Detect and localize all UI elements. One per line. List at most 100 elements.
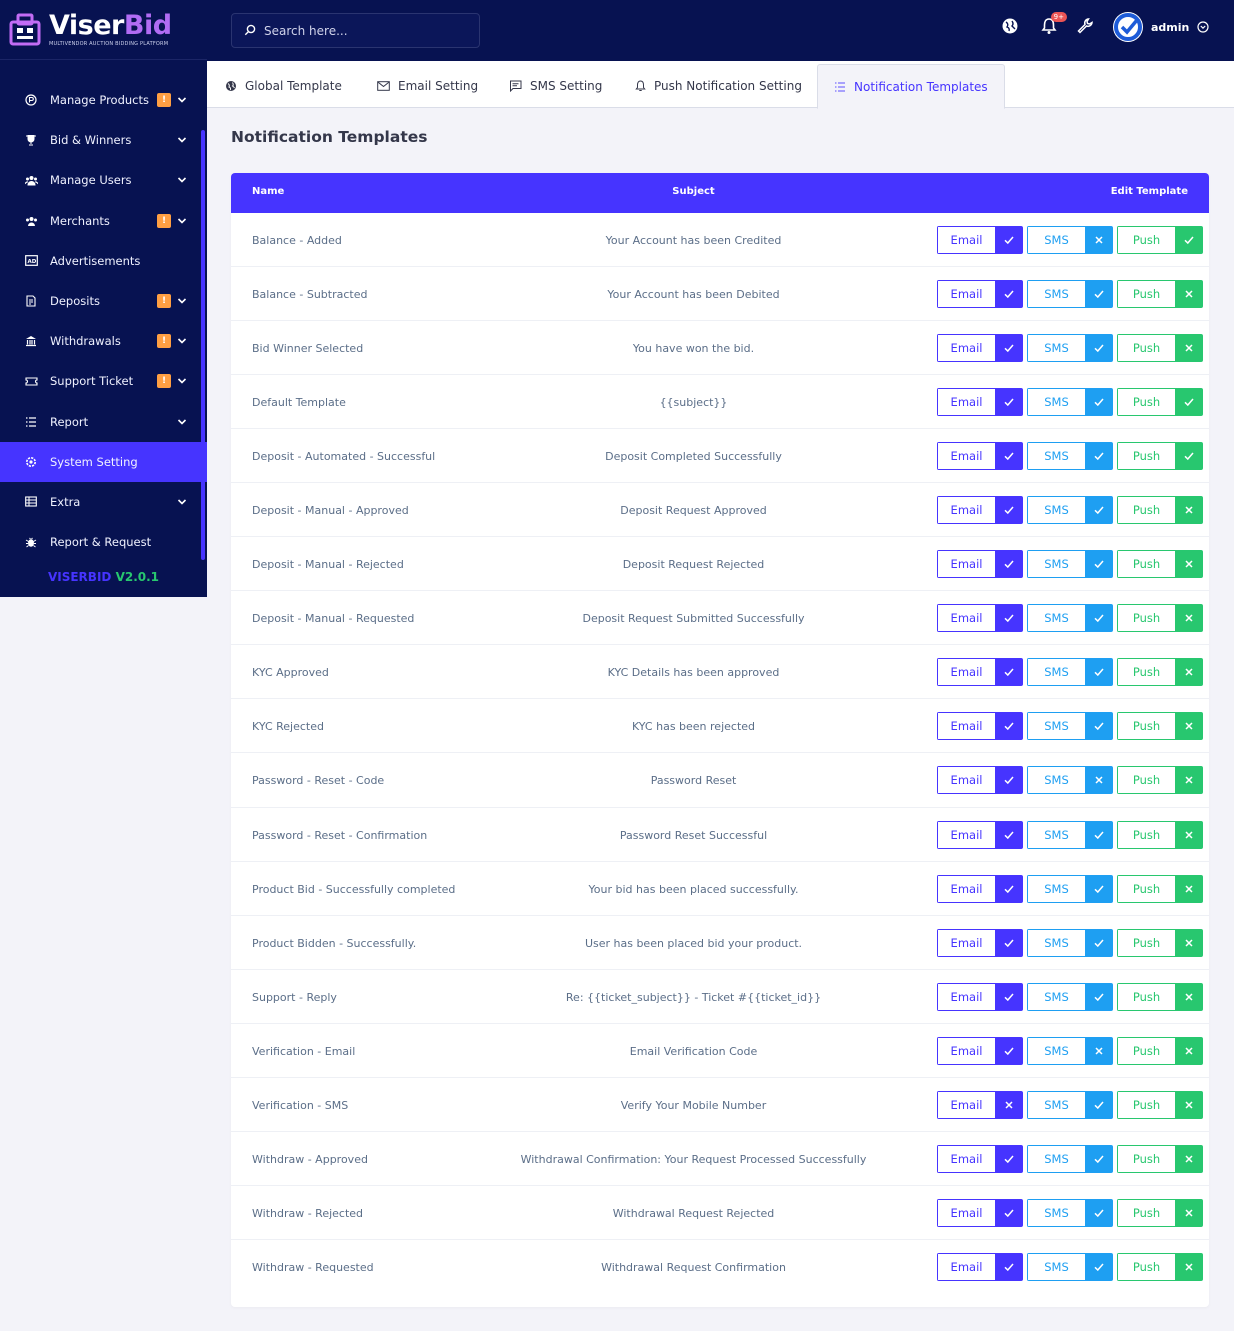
push-edit-button[interactable]: Push <box>1117 928 1175 957</box>
check-icon[interactable] <box>995 496 1023 525</box>
sms-toggle[interactable]: SMS <box>1027 928 1113 957</box>
sms-edit-button[interactable]: SMS <box>1027 550 1085 579</box>
search-input[interactable] <box>264 23 464 38</box>
sidebar-item-bid-winners[interactable]: Bid & Winners <box>0 120 207 160</box>
push-edit-button[interactable]: Push <box>1117 280 1175 309</box>
check-icon[interactable] <box>1175 442 1203 471</box>
close-icon[interactable] <box>1175 874 1203 903</box>
check-icon[interactable] <box>995 928 1023 957</box>
email-edit-button[interactable]: Email <box>937 388 995 417</box>
check-icon[interactable] <box>995 712 1023 741</box>
email-edit-button[interactable]: Email <box>937 928 995 957</box>
email-toggle[interactable]: Email <box>937 712 1023 741</box>
check-icon[interactable] <box>1085 1198 1113 1227</box>
sms-toggle[interactable]: SMS <box>1027 766 1113 795</box>
close-icon[interactable] <box>1175 604 1203 633</box>
email-edit-button[interactable]: Email <box>937 604 995 633</box>
push-edit-button[interactable]: Push <box>1117 1198 1175 1227</box>
push-toggle[interactable]: Push <box>1117 1036 1203 1065</box>
check-icon[interactable] <box>995 388 1023 417</box>
sms-edit-button[interactable]: SMS <box>1027 982 1085 1011</box>
push-edit-button[interactable]: Push <box>1117 334 1175 363</box>
sms-edit-button[interactable]: SMS <box>1027 442 1085 471</box>
check-icon[interactable] <box>1085 1252 1113 1281</box>
sms-edit-button[interactable]: SMS <box>1027 1144 1085 1173</box>
close-icon[interactable] <box>1175 1252 1203 1281</box>
push-toggle[interactable]: Push <box>1117 388 1203 417</box>
sms-edit-button[interactable]: SMS <box>1027 1198 1085 1227</box>
email-edit-button[interactable]: Email <box>937 874 995 903</box>
check-icon[interactable] <box>1085 550 1113 579</box>
sidebar-scrollbar[interactable] <box>201 130 205 560</box>
close-icon[interactable] <box>1085 766 1113 795</box>
tab-push-notification-setting[interactable]: Push Notification Setting <box>635 64 802 108</box>
push-edit-button[interactable]: Push <box>1117 388 1175 417</box>
check-icon[interactable] <box>995 280 1023 309</box>
close-icon[interactable] <box>1175 712 1203 741</box>
check-icon[interactable] <box>995 334 1023 363</box>
email-edit-button[interactable]: Email <box>937 712 995 741</box>
sms-toggle[interactable]: SMS <box>1027 1036 1113 1065</box>
close-icon[interactable] <box>1175 1144 1203 1173</box>
bell-icon[interactable]: 9+ <box>1039 12 1067 36</box>
push-toggle[interactable]: Push <box>1117 1252 1203 1281</box>
push-toggle[interactable]: Push <box>1117 820 1203 849</box>
check-icon[interactable] <box>1085 1144 1113 1173</box>
check-icon[interactable] <box>1085 874 1113 903</box>
email-toggle[interactable]: Email <box>937 1198 1023 1227</box>
push-edit-button[interactable]: Push <box>1117 496 1175 525</box>
sms-toggle[interactable]: SMS <box>1027 388 1113 417</box>
check-icon[interactable] <box>995 1144 1023 1173</box>
check-icon[interactable] <box>995 766 1023 795</box>
sms-toggle[interactable]: SMS <box>1027 226 1113 254</box>
push-edit-button[interactable]: Push <box>1117 226 1175 254</box>
push-edit-button[interactable]: Push <box>1117 766 1175 795</box>
brand-logo[interactable]: ViserBid MULTIVENDOR AUCTION BIDDING PLA… <box>0 0 207 60</box>
close-icon[interactable] <box>1085 1036 1113 1065</box>
email-toggle[interactable]: Email <box>937 1090 1023 1119</box>
email-toggle[interactable]: Email <box>937 766 1023 795</box>
push-edit-button[interactable]: Push <box>1117 1252 1175 1281</box>
push-toggle[interactable]: Push <box>1117 874 1203 903</box>
close-icon[interactable] <box>1175 658 1203 687</box>
close-icon[interactable] <box>1175 766 1203 795</box>
check-icon[interactable] <box>995 820 1023 849</box>
sms-edit-button[interactable]: SMS <box>1027 280 1085 309</box>
sidebar-item-report[interactable]: Report <box>0 402 207 442</box>
sms-toggle[interactable]: SMS <box>1027 334 1113 363</box>
sms-edit-button[interactable]: SMS <box>1027 604 1085 633</box>
tab-notification-templates[interactable]: Notification Templates <box>817 64 1005 109</box>
email-toggle[interactable]: Email <box>937 334 1023 363</box>
globe-icon[interactable] <box>1000 16 1020 36</box>
close-icon[interactable] <box>1175 1090 1203 1119</box>
push-toggle[interactable]: Push <box>1117 442 1203 471</box>
email-edit-button[interactable]: Email <box>937 982 995 1011</box>
email-toggle[interactable]: Email <box>937 1036 1023 1065</box>
sms-edit-button[interactable]: SMS <box>1027 1090 1085 1119</box>
close-icon[interactable] <box>1175 550 1203 579</box>
check-icon[interactable] <box>995 874 1023 903</box>
check-icon[interactable] <box>995 442 1023 471</box>
email-edit-button[interactable]: Email <box>937 226 995 254</box>
email-toggle[interactable]: Email <box>937 928 1023 957</box>
push-toggle[interactable]: Push <box>1117 1090 1203 1119</box>
close-icon[interactable] <box>1175 496 1203 525</box>
check-icon[interactable] <box>995 658 1023 687</box>
push-edit-button[interactable]: Push <box>1117 982 1175 1011</box>
check-icon[interactable] <box>995 1252 1023 1281</box>
search-box[interactable] <box>231 13 480 48</box>
push-edit-button[interactable]: Push <box>1117 1144 1175 1173</box>
check-icon[interactable] <box>1085 928 1113 957</box>
sidebar-item-extra[interactable]: Extra <box>0 482 207 522</box>
sms-toggle[interactable]: SMS <box>1027 1090 1113 1119</box>
email-toggle[interactable]: Email <box>937 658 1023 687</box>
check-icon[interactable] <box>1085 982 1113 1011</box>
check-icon[interactable] <box>1085 712 1113 741</box>
push-toggle[interactable]: Push <box>1117 766 1203 795</box>
email-toggle[interactable]: Email <box>937 226 1023 254</box>
email-edit-button[interactable]: Email <box>937 766 995 795</box>
push-toggle[interactable]: Push <box>1117 226 1203 254</box>
email-edit-button[interactable]: Email <box>937 1144 995 1173</box>
push-toggle[interactable]: Push <box>1117 928 1203 957</box>
push-edit-button[interactable]: Push <box>1117 1036 1175 1065</box>
